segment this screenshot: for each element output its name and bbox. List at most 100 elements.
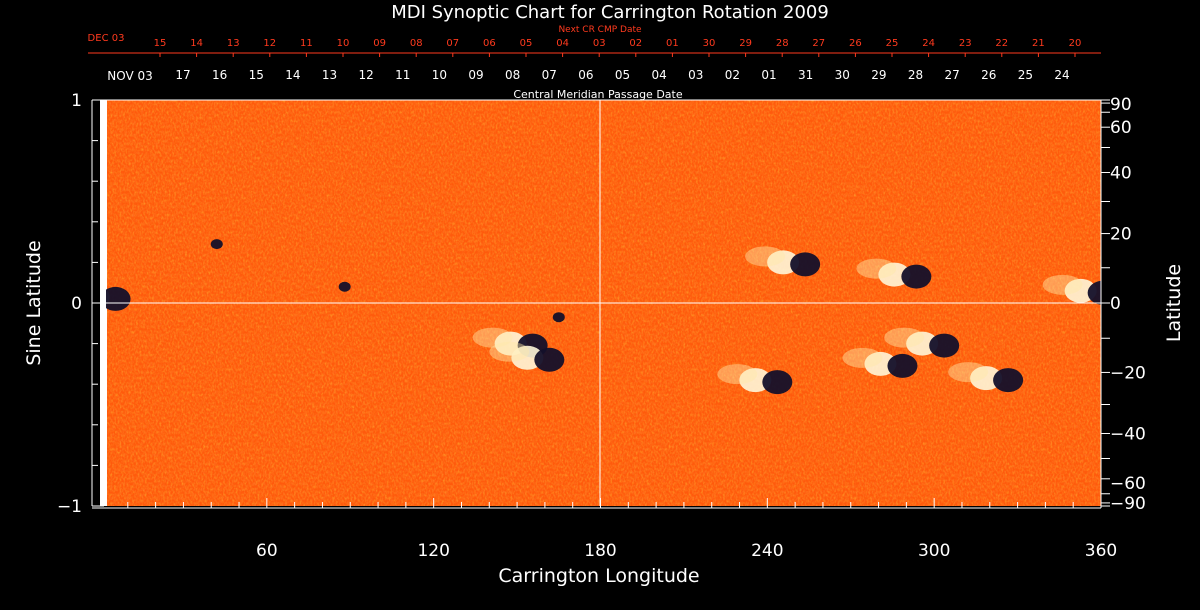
cmp-date-label: 02 bbox=[725, 68, 740, 82]
next-cmp-date-label: 07 bbox=[446, 38, 459, 49]
cmp-date-label: 24 bbox=[1054, 68, 1069, 82]
x-tick-label: 180 bbox=[584, 541, 616, 561]
plage bbox=[884, 327, 925, 348]
next-cmp-date-label: 28 bbox=[776, 38, 789, 49]
latitude-tick-label: −40 bbox=[1110, 424, 1146, 444]
cmp-date-label: 09 bbox=[468, 68, 483, 82]
cmp-date-label: 03 bbox=[688, 68, 703, 82]
next-cmp-date-label: 13 bbox=[227, 38, 240, 49]
cmp-date-label: 25 bbox=[1018, 68, 1033, 82]
latitude-tick-label: −20 bbox=[1110, 363, 1146, 383]
active-region bbox=[842, 347, 918, 378]
y-axis-right-label: Latitude bbox=[1163, 264, 1185, 342]
plage bbox=[489, 341, 530, 362]
cmp-date-label: 27 bbox=[944, 68, 959, 82]
active-region bbox=[1042, 274, 1101, 305]
plage bbox=[1042, 274, 1083, 295]
cmp-date-label: 29 bbox=[871, 68, 886, 82]
negative-spot bbox=[790, 252, 821, 277]
negative-spot bbox=[210, 239, 223, 250]
next-cmp-date-labels: 15 14 13 12 11 10 09 08 07 06 05 04 03 02 01 30 29 28 27 26… bbox=[154, 38, 1082, 57]
next-cmp-date-label: 22 bbox=[995, 38, 1008, 49]
next-cmp-date-label: 24 bbox=[922, 38, 935, 49]
next-cmp-date-label: 06 bbox=[483, 38, 496, 49]
latitude-tick-label: 40 bbox=[1110, 164, 1132, 184]
x-tick-label: 300 bbox=[918, 541, 950, 561]
next-cmp-date-label: 20 bbox=[1069, 38, 1082, 49]
cmp-date-label: 01 bbox=[761, 68, 776, 82]
next-cmp-date-label: 03 bbox=[593, 38, 606, 49]
next-cmp-date-label: 14 bbox=[190, 38, 203, 49]
negative-spot bbox=[887, 353, 918, 378]
next-cmp-date-label: 15 bbox=[154, 38, 167, 49]
cmp-date-labels: 17 16 15 14 13 12 11 10 09 08 07 06 05 04 03 02 01 31 30 29… bbox=[175, 68, 1069, 82]
next-cmp-date-label: 04 bbox=[556, 38, 569, 49]
negative-spot bbox=[106, 286, 131, 311]
y-axis-left-ticks: 1 0 −1 bbox=[57, 91, 104, 517]
plage bbox=[472, 327, 513, 348]
next-cmp-date-label: 26 bbox=[849, 38, 862, 49]
latitude-tick-label: 0 bbox=[1110, 294, 1121, 314]
latitude-tick-label: 90 bbox=[1110, 95, 1132, 115]
plage bbox=[717, 364, 758, 385]
y-left-tick-label: 1 bbox=[71, 91, 82, 111]
chart-title: MDI Synoptic Chart for Carrington Rotati… bbox=[391, 2, 829, 23]
next-cmp-date-label: 11 bbox=[300, 38, 313, 49]
cmp-date-label: 30 bbox=[835, 68, 850, 82]
next-cmp-date-label: 10 bbox=[337, 38, 350, 49]
cmp-date-label: 10 bbox=[432, 68, 447, 82]
y-axis-right-ticks: 90 60 40 20 0 −20 −40 −60−90 bbox=[1101, 95, 1146, 514]
negative-spot bbox=[929, 333, 960, 358]
next-cmp-date-label: 21 bbox=[1032, 38, 1045, 49]
negative-spot bbox=[993, 368, 1024, 393]
next-cmp-date-label: 12 bbox=[263, 38, 276, 49]
cmp-date-label: 06 bbox=[578, 68, 593, 82]
x-tick-label: 240 bbox=[751, 541, 783, 561]
cmp-date-label: 11 bbox=[395, 68, 410, 82]
negative-spot bbox=[901, 264, 932, 289]
negative-spot bbox=[552, 312, 565, 323]
active-region bbox=[948, 362, 1024, 393]
active-region bbox=[210, 239, 223, 250]
next-cmp-date-label: 05 bbox=[520, 38, 533, 49]
latitude-tick-label: −90 bbox=[1110, 494, 1146, 514]
cmp-date-label: 28 bbox=[908, 68, 923, 82]
active-region bbox=[745, 246, 821, 277]
active-regions bbox=[106, 239, 1101, 395]
next-cmp-date-label: 02 bbox=[629, 38, 642, 49]
active-region bbox=[884, 327, 960, 358]
negative-spot bbox=[534, 347, 565, 372]
negative-spot bbox=[1087, 280, 1101, 305]
next-cmp-date-label: 29 bbox=[739, 38, 752, 49]
negative-spot bbox=[338, 281, 351, 292]
y-left-tick-label: 0 bbox=[71, 294, 82, 314]
active-region bbox=[106, 286, 131, 311]
cmp-date-label: 12 bbox=[358, 68, 373, 82]
next-cmp-date-label: 23 bbox=[959, 38, 972, 49]
x-tick-label: 120 bbox=[417, 541, 449, 561]
magnetogram-map bbox=[92, 100, 1101, 506]
active-region bbox=[338, 281, 351, 292]
cmp-date-label: 26 bbox=[981, 68, 996, 82]
y-left-tick-label: −1 bbox=[57, 497, 82, 517]
y-axis-left-label: Sine Latitude bbox=[23, 240, 45, 365]
x-tick-label: 360 bbox=[1085, 541, 1117, 561]
cmp-date-label: 17 bbox=[175, 68, 190, 82]
latitude-tick-label: 60 bbox=[1110, 118, 1132, 138]
next-cmp-label: Next CR CMP Date bbox=[558, 25, 642, 35]
x-tick-label: 60 bbox=[256, 541, 278, 561]
next-cmp-date-label: 25 bbox=[886, 38, 899, 49]
x-axis-label: Carrington Longitude bbox=[498, 565, 699, 587]
plage bbox=[842, 347, 883, 368]
cmp-date-label: 16 bbox=[212, 68, 227, 82]
negative-spot bbox=[762, 370, 793, 395]
latitude-tick-label: 20 bbox=[1110, 225, 1132, 245]
next-cmp-date-label: 27 bbox=[812, 38, 825, 49]
next-cmp-month: DEC 03 bbox=[88, 33, 125, 44]
next-cmp-date-label: 30 bbox=[703, 38, 716, 49]
cmp-month: NOV 03 bbox=[107, 69, 153, 83]
next-cmp-date-label: 09 bbox=[373, 38, 386, 49]
x-axis-ticks: 60 120 180 240 300 360 bbox=[127, 498, 1117, 561]
top-axis-label: Central Meridian Passage Date bbox=[513, 88, 682, 101]
